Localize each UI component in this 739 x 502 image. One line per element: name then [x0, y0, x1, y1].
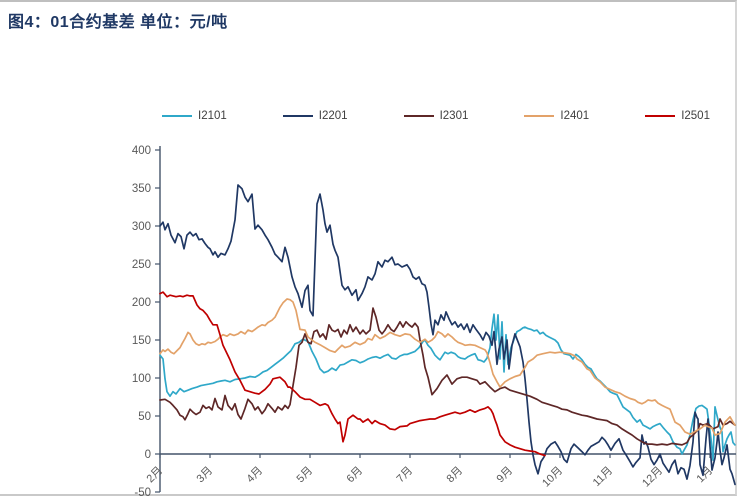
legend-swatch-i2501	[645, 115, 676, 117]
series-line-i2501	[159, 291, 546, 457]
y-tick-label: 0	[145, 449, 151, 461]
legend-label-i2501: I2501	[681, 110, 710, 122]
y-tick-label: 400	[132, 145, 151, 157]
series-line-i2101	[159, 313, 736, 461]
legend-label-i2101: I2101	[198, 110, 227, 122]
y-tick-label: 350	[132, 183, 151, 195]
x-tick-label: 11月	[591, 465, 615, 489]
x-tick-label: 9月	[495, 465, 516, 486]
x-tick-label: 8月	[445, 465, 466, 486]
chart-title: 图4：01合约基差 单位：元/吨	[8, 14, 228, 31]
x-tick-label: 3月	[195, 465, 216, 486]
chart-legend: I2101 I2201 I2301 I2401 I2501	[162, 110, 710, 122]
x-tick-label: 6月	[345, 465, 366, 486]
legend-label-i2301: I2301	[439, 110, 469, 122]
y-tick-label: -50	[134, 487, 151, 499]
legend-label-i2201: I2201	[318, 110, 348, 122]
x-tick-label: 7月	[395, 465, 416, 486]
legend-item-i2201: I2201	[282, 110, 348, 122]
legend-swatch-i2101	[162, 115, 192, 117]
x-tick-label: 5月	[295, 465, 316, 486]
x-tick-label: 10月	[540, 465, 565, 490]
y-tick-label: 150	[132, 335, 151, 347]
y-tick-label: 100	[132, 373, 151, 385]
y-tick-label: 50	[138, 411, 151, 423]
x-tick-label: 12月	[640, 465, 665, 490]
legend-swatch-i2401	[524, 115, 555, 117]
legend-swatch-i2201	[282, 115, 313, 117]
legend-item-i2101: I2101	[162, 110, 227, 122]
series-line-i2401	[159, 298, 736, 436]
x-tick-label: 2月	[145, 465, 166, 486]
y-tick-label: 200	[132, 297, 151, 309]
legend-swatch-i2301	[403, 115, 434, 117]
legend-item-i2501: I2501	[645, 110, 710, 122]
x-tick-label: 4月	[245, 465, 266, 486]
y-tick-label: 300	[132, 221, 151, 233]
legend-label-i2401: I2401	[560, 110, 590, 122]
legend-item-i2301: I2301	[403, 110, 469, 122]
legend-item-i2401: I2401	[524, 110, 589, 122]
series-line-i2301	[159, 307, 736, 446]
series-line-i2201	[159, 184, 736, 486]
y-tick-label: 250	[132, 259, 151, 271]
